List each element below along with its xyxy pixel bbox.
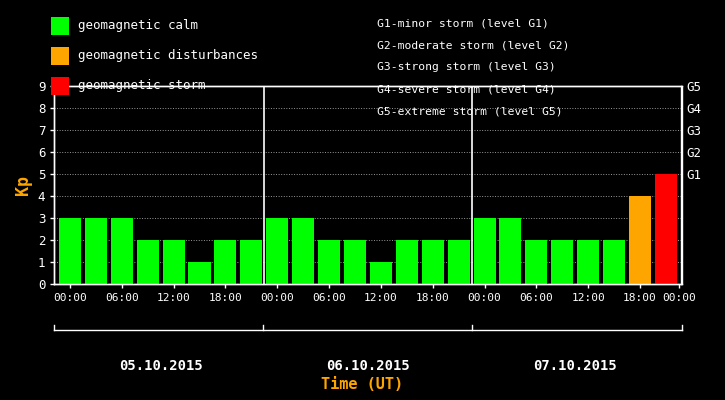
- Bar: [577, 240, 600, 284]
- Bar: [240, 240, 262, 284]
- Text: Time (UT): Time (UT): [321, 377, 404, 392]
- Bar: [629, 196, 651, 284]
- Bar: [162, 240, 185, 284]
- Text: G2-moderate storm (level G2): G2-moderate storm (level G2): [377, 40, 570, 50]
- Bar: [655, 174, 677, 284]
- Text: 06.10.2015: 06.10.2015: [326, 359, 410, 373]
- Bar: [318, 240, 340, 284]
- Bar: [215, 240, 236, 284]
- Bar: [551, 240, 573, 284]
- Bar: [447, 240, 470, 284]
- Bar: [603, 240, 625, 284]
- Bar: [85, 218, 107, 284]
- Bar: [370, 262, 392, 284]
- Text: geomagnetic disturbances: geomagnetic disturbances: [78, 50, 257, 62]
- Bar: [111, 218, 133, 284]
- Bar: [266, 218, 289, 284]
- Bar: [473, 218, 496, 284]
- Text: G5-extreme storm (level G5): G5-extreme storm (level G5): [377, 106, 563, 116]
- Text: G4-severe storm (level G4): G4-severe storm (level G4): [377, 84, 556, 94]
- Text: 05.10.2015: 05.10.2015: [119, 359, 202, 373]
- Text: 07.10.2015: 07.10.2015: [534, 359, 617, 373]
- Bar: [136, 240, 159, 284]
- Bar: [396, 240, 418, 284]
- Text: geomagnetic storm: geomagnetic storm: [78, 80, 205, 92]
- Text: G3-strong storm (level G3): G3-strong storm (level G3): [377, 62, 556, 72]
- Y-axis label: Kp: Kp: [14, 175, 33, 195]
- Bar: [500, 218, 521, 284]
- Bar: [526, 240, 547, 284]
- Bar: [344, 240, 366, 284]
- Bar: [59, 218, 81, 284]
- Bar: [188, 262, 210, 284]
- Bar: [292, 218, 314, 284]
- Bar: [422, 240, 444, 284]
- Text: G1-minor storm (level G1): G1-minor storm (level G1): [377, 18, 549, 28]
- Text: geomagnetic calm: geomagnetic calm: [78, 20, 198, 32]
